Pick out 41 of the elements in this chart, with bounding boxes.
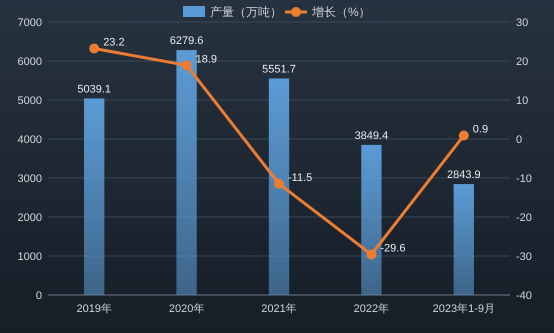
x-tick-label: 2022年	[354, 303, 390, 315]
data-label: 5039.1	[77, 83, 112, 96]
point	[182, 60, 192, 70]
data-label: 0.9	[472, 123, 488, 136]
point	[89, 44, 100, 54]
y2-tick-label: -20	[516, 212, 532, 224]
bar	[84, 98, 104, 295]
y2-tick-label: -10	[516, 173, 532, 185]
y2-tick-label: 10	[516, 95, 528, 107]
point	[458, 130, 469, 140]
legend-label: 产量（万吨）	[210, 5, 282, 19]
bar	[361, 144, 382, 295]
y-tick-label: 4000	[18, 134, 42, 146]
y2-tick-label: 30	[516, 17, 528, 29]
bar	[268, 78, 290, 295]
data-label: 6279.6	[170, 35, 204, 48]
y-tick-label: 0	[36, 290, 42, 302]
y2-tick-label: 0	[516, 134, 522, 146]
bar	[454, 184, 474, 295]
y-tick-label: 2000	[18, 212, 42, 224]
x-tick-label: 2019年	[76, 303, 112, 315]
y2-tick-label: 20	[516, 56, 528, 68]
y-tick-label: 7000	[18, 17, 42, 29]
point	[366, 249, 376, 260]
x-tick-label: 2021年	[261, 303, 297, 315]
data-label: 3849.4	[354, 130, 388, 142]
data-label: 2843.9	[446, 169, 481, 182]
y2-tick-label: -30	[516, 251, 532, 263]
data-label: 23.2	[103, 36, 125, 49]
y-tick-label: 6000	[18, 56, 42, 68]
bar	[176, 50, 197, 295]
x-tick-label: 2023年1-9月	[432, 303, 495, 315]
x-tick-label: 2020年	[168, 303, 204, 315]
legend-label: 增长（%）	[311, 5, 371, 19]
y-tick-label: 5000	[18, 95, 42, 107]
point	[274, 178, 284, 189]
y-tick-label: 1000	[18, 251, 42, 263]
y2-tick-label: -40	[516, 290, 532, 302]
data-label: 18.9	[196, 53, 218, 66]
y-tick-label: 3000	[18, 173, 42, 185]
data-label: 5551.7	[262, 63, 296, 76]
